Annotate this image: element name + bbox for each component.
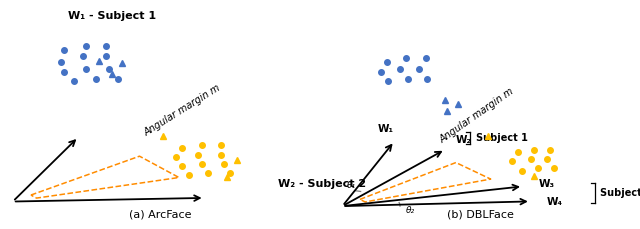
Text: W₁ - Subject 1: W₁ - Subject 1	[68, 11, 156, 21]
Text: W₂: W₂	[456, 135, 472, 145]
Text: θ₂: θ₂	[406, 206, 415, 215]
Text: W₄: W₄	[547, 197, 563, 207]
Text: Angular margin m: Angular margin m	[438, 86, 516, 145]
Text: (a) ArcFace: (a) ArcFace	[129, 210, 191, 220]
Text: Subject 2: Subject 2	[600, 188, 640, 198]
Text: (b) DBLFace: (b) DBLFace	[447, 210, 513, 220]
Text: W₁: W₁	[378, 124, 394, 134]
Text: θ₁: θ₁	[346, 181, 356, 190]
Text: Angular margin m: Angular margin m	[142, 82, 223, 138]
Text: W₂ - Subject 2: W₂ - Subject 2	[278, 179, 367, 189]
Text: W₃: W₃	[538, 179, 555, 189]
Text: Subject 1: Subject 1	[476, 133, 527, 143]
